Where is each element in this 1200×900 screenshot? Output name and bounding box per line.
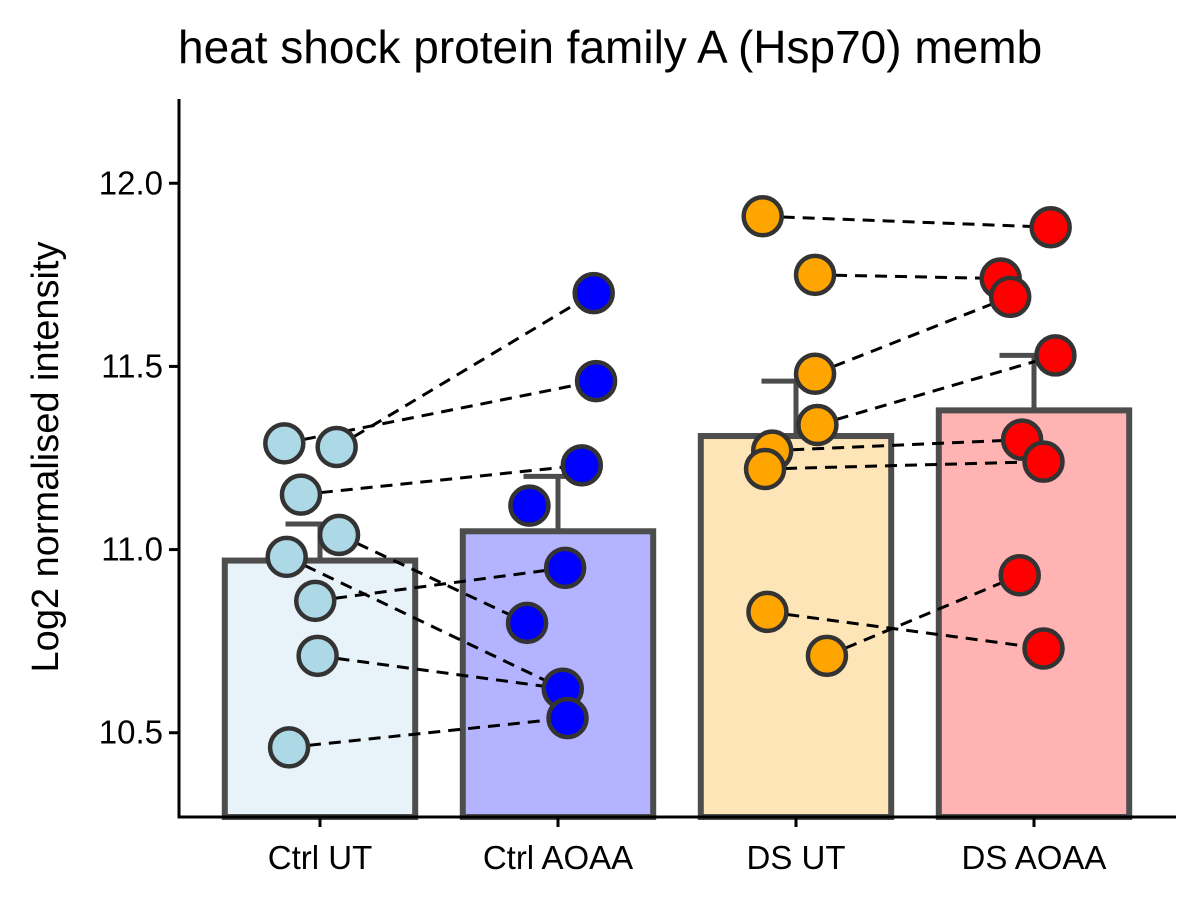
data-point (267, 726, 311, 769)
data-point (263, 422, 306, 465)
y-axis-label: Log2 normalised intensity (25, 242, 67, 673)
pair-line (816, 353, 1056, 427)
data-point (988, 275, 1032, 319)
pair-line (284, 379, 597, 445)
y-tick-label: 11.5 (101, 347, 163, 384)
data-point (543, 546, 587, 590)
pair-line (826, 573, 1021, 658)
pair-line (288, 716, 568, 749)
data-point (560, 444, 604, 487)
data-point (796, 403, 839, 447)
data-points (263, 194, 1077, 769)
data-point (505, 601, 549, 645)
pair-line (317, 654, 563, 691)
x-tick-label: DS UT (747, 839, 846, 876)
x-tick-label: Ctrl UT (268, 839, 372, 876)
data-point (1029, 205, 1072, 249)
data-point (746, 590, 789, 634)
data-point (265, 535, 308, 579)
axes: 10.5 11.0 11.5 12.0 Ctrl UT Ctrl AOAA DS UT DS … (99, 99, 1176, 876)
data-point (508, 484, 551, 527)
pair-line (772, 438, 1023, 453)
data-point (741, 194, 784, 238)
data-point (1034, 334, 1077, 377)
data-point (743, 447, 787, 491)
data-point (296, 634, 339, 678)
pair-line (300, 463, 582, 497)
x-tick-label: DS AOAA (962, 839, 1107, 876)
data-point (793, 352, 837, 395)
y-tick-label: 11.0 (101, 531, 163, 568)
data-point (998, 553, 1041, 597)
bar-ds-ut (697, 433, 895, 820)
y-tick-label: 12.0 (99, 164, 163, 201)
pair-line (815, 273, 1001, 280)
data-point (1022, 627, 1065, 670)
pair-line (315, 566, 566, 603)
data-point (546, 696, 589, 740)
data-point (572, 271, 615, 315)
pair-line (767, 610, 1044, 650)
chart-title: heat shock protein family A (Hsp70) memb (178, 21, 1042, 73)
pair-lines (284, 214, 1056, 749)
x-tick-label: Ctrl AOAA (483, 839, 633, 876)
pair-line (814, 295, 1011, 376)
bars (221, 407, 1133, 820)
pair-line (762, 214, 1051, 229)
data-point (1022, 440, 1065, 483)
pair-line (765, 460, 1044, 471)
data-point (315, 425, 358, 469)
pair-line (338, 533, 528, 625)
pair-line (286, 555, 564, 691)
y-tick-label: 10.5 (99, 714, 163, 751)
pair-line (335, 291, 595, 449)
data-point (793, 253, 837, 297)
data-point (279, 473, 323, 516)
data-point (293, 579, 337, 623)
data-point (317, 513, 361, 557)
data-point (574, 359, 618, 403)
data-point (805, 634, 849, 678)
